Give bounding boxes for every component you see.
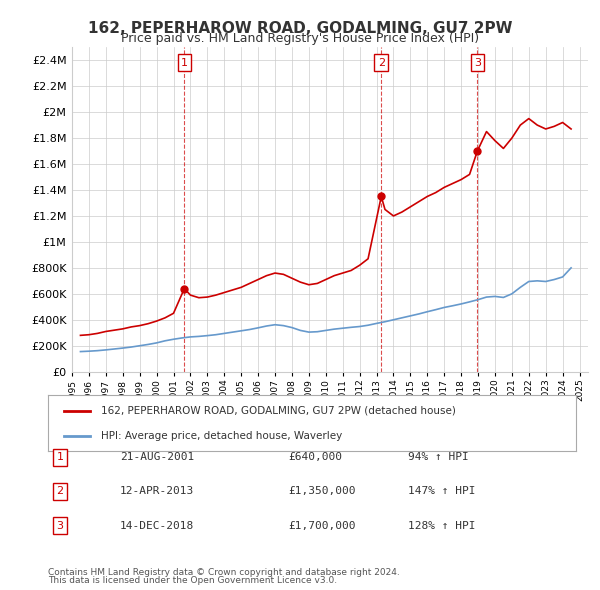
Text: 128% ↑ HPI: 128% ↑ HPI <box>408 521 476 530</box>
Text: 2: 2 <box>56 487 64 496</box>
Text: £1,350,000: £1,350,000 <box>288 487 355 496</box>
Text: This data is licensed under the Open Government Licence v3.0.: This data is licensed under the Open Gov… <box>48 576 337 585</box>
Text: 94% ↑ HPI: 94% ↑ HPI <box>408 453 469 462</box>
Text: 1: 1 <box>56 453 64 462</box>
Text: 12-APR-2013: 12-APR-2013 <box>120 487 194 496</box>
Text: 14-DEC-2018: 14-DEC-2018 <box>120 521 194 530</box>
Text: 1: 1 <box>181 58 188 68</box>
Text: HPI: Average price, detached house, Waverley: HPI: Average price, detached house, Wave… <box>101 431 342 441</box>
Text: 21-AUG-2001: 21-AUG-2001 <box>120 453 194 462</box>
Text: 162, PEPERHAROW ROAD, GODALMING, GU7 2PW: 162, PEPERHAROW ROAD, GODALMING, GU7 2PW <box>88 21 512 35</box>
Text: 3: 3 <box>56 521 64 530</box>
Text: 162, PEPERHAROW ROAD, GODALMING, GU7 2PW (detached house): 162, PEPERHAROW ROAD, GODALMING, GU7 2PW… <box>101 406 455 416</box>
Text: £1,700,000: £1,700,000 <box>288 521 355 530</box>
Text: 2: 2 <box>377 58 385 68</box>
Text: Contains HM Land Registry data © Crown copyright and database right 2024.: Contains HM Land Registry data © Crown c… <box>48 568 400 577</box>
Text: 3: 3 <box>474 58 481 68</box>
Text: 147% ↑ HPI: 147% ↑ HPI <box>408 487 476 496</box>
Text: Price paid vs. HM Land Registry's House Price Index (HPI): Price paid vs. HM Land Registry's House … <box>121 32 479 45</box>
Text: £640,000: £640,000 <box>288 453 342 462</box>
